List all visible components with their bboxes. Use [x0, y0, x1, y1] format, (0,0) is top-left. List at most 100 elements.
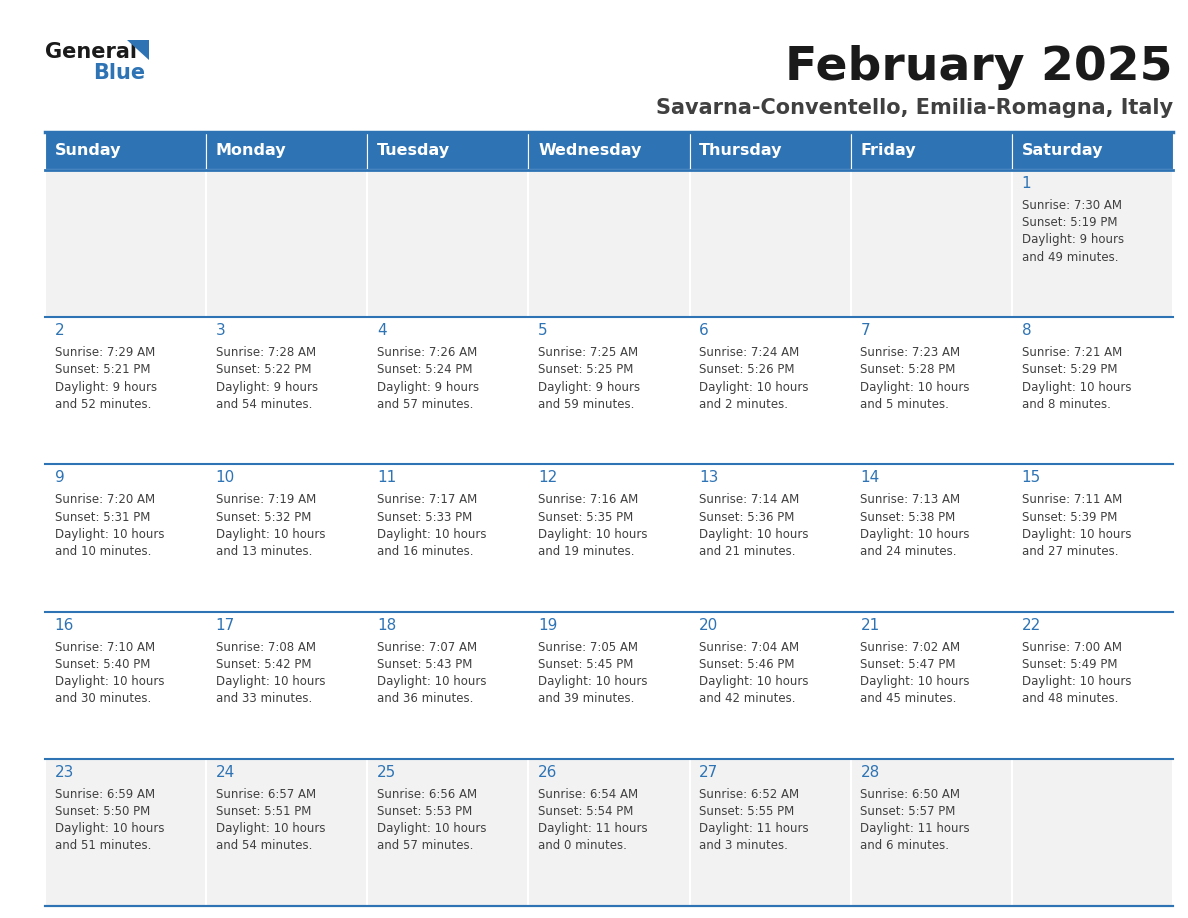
- Text: 6: 6: [700, 323, 709, 338]
- Text: 25: 25: [377, 765, 397, 779]
- Text: 3: 3: [216, 323, 226, 338]
- Text: 1: 1: [1022, 176, 1031, 191]
- Text: and 59 minutes.: and 59 minutes.: [538, 397, 634, 410]
- Text: and 33 minutes.: and 33 minutes.: [216, 692, 312, 705]
- Text: Daylight: 10 hours: Daylight: 10 hours: [377, 528, 486, 541]
- Text: Sunrise: 7:11 AM: Sunrise: 7:11 AM: [1022, 493, 1121, 507]
- Bar: [207, 132, 367, 170]
- Text: Daylight: 10 hours: Daylight: 10 hours: [216, 528, 326, 541]
- Text: Sunset: 5:46 PM: Sunset: 5:46 PM: [700, 658, 795, 671]
- Text: Sunrise: 6:52 AM: Sunrise: 6:52 AM: [700, 788, 800, 800]
- Bar: [529, 132, 689, 170]
- Text: Sunset: 5:39 PM: Sunset: 5:39 PM: [1022, 510, 1117, 523]
- Text: 28: 28: [860, 765, 879, 779]
- Bar: [689, 318, 851, 465]
- Text: 23: 23: [55, 765, 74, 779]
- Text: 4: 4: [377, 323, 386, 338]
- Bar: [851, 465, 1012, 611]
- Text: Daylight: 10 hours: Daylight: 10 hours: [216, 823, 326, 835]
- Text: Daylight: 10 hours: Daylight: 10 hours: [860, 528, 969, 541]
- Text: Sunset: 5:36 PM: Sunset: 5:36 PM: [700, 510, 795, 523]
- Bar: [367, 132, 529, 170]
- Text: Sunset: 5:54 PM: Sunset: 5:54 PM: [538, 805, 633, 818]
- Text: and 24 minutes.: and 24 minutes.: [860, 545, 956, 558]
- Text: Sunrise: 7:16 AM: Sunrise: 7:16 AM: [538, 493, 638, 507]
- Text: Tuesday: Tuesday: [377, 143, 450, 159]
- Text: Daylight: 11 hours: Daylight: 11 hours: [538, 823, 647, 835]
- Text: February 2025: February 2025: [785, 46, 1173, 91]
- Text: 27: 27: [700, 765, 719, 779]
- Text: and 54 minutes.: and 54 minutes.: [216, 397, 312, 410]
- Text: 2: 2: [55, 323, 64, 338]
- Text: Sunrise: 6:50 AM: Sunrise: 6:50 AM: [860, 788, 960, 800]
- Bar: [689, 132, 851, 170]
- Text: Sunrise: 7:20 AM: Sunrise: 7:20 AM: [55, 493, 154, 507]
- Text: and 52 minutes.: and 52 minutes.: [55, 397, 151, 410]
- Bar: [207, 318, 367, 465]
- Text: 19: 19: [538, 618, 557, 633]
- Text: Daylight: 10 hours: Daylight: 10 hours: [1022, 381, 1131, 394]
- Text: Daylight: 9 hours: Daylight: 9 hours: [1022, 233, 1124, 246]
- Bar: [45, 759, 207, 906]
- Text: 18: 18: [377, 618, 397, 633]
- Bar: [1012, 611, 1173, 759]
- Text: 14: 14: [860, 470, 879, 486]
- Bar: [367, 170, 529, 318]
- Bar: [45, 465, 207, 611]
- Text: Daylight: 9 hours: Daylight: 9 hours: [55, 381, 157, 394]
- Bar: [1012, 318, 1173, 465]
- Text: Sunrise: 7:28 AM: Sunrise: 7:28 AM: [216, 346, 316, 359]
- Text: and 16 minutes.: and 16 minutes.: [377, 545, 474, 558]
- Text: Sunrise: 7:30 AM: Sunrise: 7:30 AM: [1022, 199, 1121, 212]
- Text: Daylight: 9 hours: Daylight: 9 hours: [538, 381, 640, 394]
- Bar: [851, 759, 1012, 906]
- Text: Daylight: 11 hours: Daylight: 11 hours: [700, 823, 809, 835]
- Text: Sunset: 5:55 PM: Sunset: 5:55 PM: [700, 805, 795, 818]
- Text: 26: 26: [538, 765, 557, 779]
- Text: Sunrise: 7:21 AM: Sunrise: 7:21 AM: [1022, 346, 1121, 359]
- Bar: [1012, 759, 1173, 906]
- Text: 24: 24: [216, 765, 235, 779]
- Text: Friday: Friday: [860, 143, 916, 159]
- Text: and 21 minutes.: and 21 minutes.: [700, 545, 796, 558]
- Text: and 48 minutes.: and 48 minutes.: [1022, 692, 1118, 705]
- Bar: [851, 170, 1012, 318]
- Text: Sunset: 5:47 PM: Sunset: 5:47 PM: [860, 658, 956, 671]
- Text: Sunrise: 7:07 AM: Sunrise: 7:07 AM: [377, 641, 478, 654]
- Text: 21: 21: [860, 618, 879, 633]
- Text: Sunrise: 7:14 AM: Sunrise: 7:14 AM: [700, 493, 800, 507]
- Text: Sunset: 5:49 PM: Sunset: 5:49 PM: [1022, 658, 1117, 671]
- Text: Sunrise: 7:13 AM: Sunrise: 7:13 AM: [860, 493, 961, 507]
- Text: 20: 20: [700, 618, 719, 633]
- Text: and 54 minutes.: and 54 minutes.: [216, 839, 312, 853]
- Text: Sunset: 5:31 PM: Sunset: 5:31 PM: [55, 510, 150, 523]
- Bar: [1012, 465, 1173, 611]
- Text: Daylight: 10 hours: Daylight: 10 hours: [216, 675, 326, 688]
- Text: Sunrise: 7:17 AM: Sunrise: 7:17 AM: [377, 493, 478, 507]
- Text: Sunset: 5:53 PM: Sunset: 5:53 PM: [377, 805, 472, 818]
- Text: Daylight: 10 hours: Daylight: 10 hours: [700, 675, 809, 688]
- Text: and 5 minutes.: and 5 minutes.: [860, 397, 949, 410]
- Text: Savarna-Conventello, Emilia-Romagna, Italy: Savarna-Conventello, Emilia-Romagna, Ita…: [656, 98, 1173, 118]
- Text: Sunset: 5:40 PM: Sunset: 5:40 PM: [55, 658, 150, 671]
- Text: Sunrise: 7:29 AM: Sunrise: 7:29 AM: [55, 346, 154, 359]
- Text: and 0 minutes.: and 0 minutes.: [538, 839, 627, 853]
- Text: and 42 minutes.: and 42 minutes.: [700, 692, 796, 705]
- Text: and 36 minutes.: and 36 minutes.: [377, 692, 473, 705]
- Bar: [689, 611, 851, 759]
- Text: Sunset: 5:57 PM: Sunset: 5:57 PM: [860, 805, 956, 818]
- Text: Monday: Monday: [216, 143, 286, 159]
- Text: Wednesday: Wednesday: [538, 143, 642, 159]
- Text: Sunrise: 6:57 AM: Sunrise: 6:57 AM: [216, 788, 316, 800]
- Bar: [851, 611, 1012, 759]
- Text: Sunset: 5:38 PM: Sunset: 5:38 PM: [860, 510, 955, 523]
- Bar: [207, 465, 367, 611]
- Bar: [367, 759, 529, 906]
- Text: Sunrise: 6:56 AM: Sunrise: 6:56 AM: [377, 788, 478, 800]
- Text: Sunrise: 7:08 AM: Sunrise: 7:08 AM: [216, 641, 316, 654]
- Text: Daylight: 10 hours: Daylight: 10 hours: [1022, 675, 1131, 688]
- Text: Sunset: 5:24 PM: Sunset: 5:24 PM: [377, 364, 473, 376]
- Text: Sunrise: 7:10 AM: Sunrise: 7:10 AM: [55, 641, 154, 654]
- Text: 15: 15: [1022, 470, 1041, 486]
- Text: 16: 16: [55, 618, 74, 633]
